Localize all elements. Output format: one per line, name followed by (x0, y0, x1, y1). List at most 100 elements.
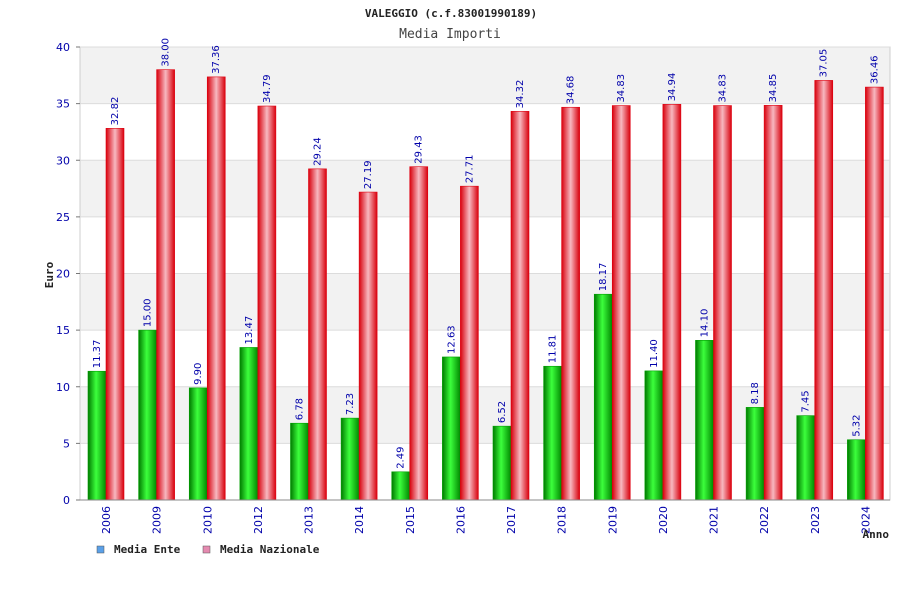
bar-media-ente-2014 (340, 417, 360, 501)
bar-value-label: 34.85 (768, 74, 779, 103)
bar-media-ente-2022 (745, 407, 765, 501)
legend-label-media-nazionale: Media Nazionale (220, 543, 320, 556)
bar-media-nazionale-2006 (105, 128, 125, 501)
x-tick-label: 2013 (303, 506, 316, 534)
bar-value-label: 7.23 (345, 393, 356, 415)
bar-value-label: 15.00 (143, 298, 154, 327)
bar-value-label: 34.83 (718, 74, 729, 103)
bar-media-ente-2013 (290, 422, 309, 501)
bar-media-ente-2018 (543, 365, 562, 501)
bar-media-nazionale-2022 (763, 105, 783, 501)
bar-value-label: 37.05 (819, 49, 830, 78)
x-tick-label: 2012 (252, 506, 265, 534)
bar-media-nazionale-2020 (662, 104, 682, 501)
bar-value-labels: 11.37 32.82 15.00 38.00 9.90 37.36 13.47 34.79 6… (92, 38, 880, 469)
x-tick-label: 2019 (606, 506, 619, 534)
x-tick-label: 2021 (708, 506, 721, 534)
bar-media-nazionale-2016 (460, 185, 479, 501)
bar-media-nazionale-2018 (561, 106, 580, 501)
legend-swatch-media-ente (96, 545, 105, 554)
legend-swatch-media-nazionale (202, 545, 211, 554)
x-axis-ticks: 2006 2009 2010 2012 2013 2014 2015 2016 2017 2018… (80, 499, 890, 534)
bar-value-label: 11.37 (92, 340, 103, 369)
y-tick-label: 15 (56, 324, 70, 337)
x-tick-label: 2024 (859, 506, 872, 534)
bar-media-ente-2024 (847, 439, 866, 501)
bar-media-ente-2021 (695, 340, 714, 501)
bar-value-label: 5.32 (851, 414, 862, 436)
bar-value-label: 14.10 (700, 309, 711, 338)
bar-value-label: 32.82 (110, 97, 121, 126)
y-axis-ticks: 0 5 10 15 20 25 30 35 40 (56, 41, 80, 507)
bar-value-label: 2.49 (396, 447, 407, 469)
x-tick-label: 2009 (151, 506, 164, 534)
bar-value-label: 29.24 (313, 137, 324, 166)
y-axis-label: Euro (43, 261, 56, 288)
bar-value-label: 13.47 (244, 316, 255, 345)
bar-value-label: 12.63 (446, 325, 457, 354)
bar-value-label: 11.40 (649, 339, 660, 368)
x-tick-label: 2017 (505, 506, 518, 534)
bar-media-nazionale-2013 (308, 168, 327, 501)
bars (87, 69, 884, 501)
bar-media-nazionale-2012 (257, 105, 277, 501)
y-tick-label: 0 (63, 494, 70, 507)
bar-media-ente-2016 (442, 356, 461, 501)
x-axis-label: Anno (863, 528, 890, 541)
bar-value-label: 27.19 (363, 160, 374, 189)
x-tick-label: 2023 (809, 506, 822, 534)
x-tick-label: 2016 (454, 506, 467, 534)
bar-media-ente-2010 (188, 387, 208, 501)
bar-media-ente-2009 (138, 329, 157, 501)
bar-value-label: 37.36 (211, 45, 222, 74)
y-tick-label: 40 (56, 41, 70, 54)
bar-media-ente-2015 (391, 471, 411, 501)
chart-subtitle: Media Importi (399, 27, 501, 42)
bar-value-label: 11.81 (548, 335, 559, 364)
y-tick-label: 30 (56, 154, 70, 167)
bar-media-nazionale-2009 (156, 69, 175, 501)
chart-title: VALEGGIO (c.f.83001990189) (365, 7, 537, 20)
bar-media-nazionale-2024 (865, 86, 884, 501)
bar-value-label: 38.00 (161, 38, 172, 67)
bar-value-label: 7.45 (801, 390, 812, 412)
bar-media-nazionale-2021 (713, 105, 732, 501)
bar-value-label: 27.71 (464, 155, 475, 184)
bar-value-label: 34.68 (566, 76, 577, 105)
bar-value-label: 34.83 (616, 74, 627, 103)
bar-media-ente-2023 (796, 415, 816, 501)
x-tick-label: 2015 (404, 506, 417, 534)
y-tick-label: 5 (63, 437, 70, 450)
bar-media-ente-2012 (239, 347, 259, 501)
bar-value-label: 29.43 (414, 135, 425, 164)
bar-value-label: 18.17 (598, 263, 609, 292)
legend-label-media-ente: Media Ente (114, 543, 181, 556)
bar-value-label: 6.52 (497, 401, 508, 423)
bar-media-ente-2006 (87, 370, 107, 501)
bar-value-label: 9.90 (193, 363, 204, 385)
bar-media-ente-2020 (644, 370, 664, 501)
y-tick-label: 25 (56, 211, 70, 224)
bar-value-label: 8.18 (750, 382, 761, 404)
x-tick-label: 2018 (556, 506, 569, 534)
bar-value-label: 34.32 (515, 80, 526, 109)
y-tick-label: 35 (56, 98, 70, 111)
bar-media-nazionale-2014 (358, 191, 378, 501)
bar-value-label: 34.94 (667, 73, 678, 102)
y-tick-label: 20 (56, 268, 70, 281)
y-tick-label: 10 (56, 381, 70, 394)
bar-media-ente-2019 (593, 293, 613, 501)
x-tick-label: 2006 (100, 506, 113, 534)
bar-media-nazionale-2010 (206, 76, 226, 501)
x-tick-label: 2014 (353, 506, 366, 534)
x-tick-label: 2020 (657, 506, 670, 534)
bar-value-label: 36.46 (869, 55, 880, 84)
bar-value-label: 34.79 (262, 74, 273, 103)
x-tick-label: 2010 (201, 506, 214, 534)
bar-media-nazionale-2019 (611, 105, 631, 501)
bar-media-nazionale-2017 (510, 111, 530, 501)
legend: Media Ente Media Nazionale (96, 543, 320, 556)
x-tick-label: 2022 (758, 506, 771, 534)
bar-media-ente-2017 (492, 425, 512, 501)
